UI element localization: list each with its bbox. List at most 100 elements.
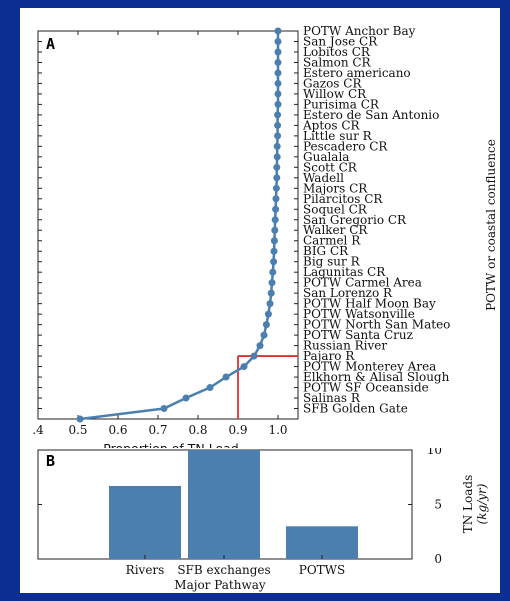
plot-frame-a: [37, 30, 299, 420]
data-point: [266, 300, 274, 308]
data-point: [160, 405, 168, 413]
category-label: POTW Watsonville: [303, 307, 415, 321]
x-axis-title-a: Proportion of TN Load: [103, 441, 238, 448]
bar: [109, 485, 181, 559]
category-label: Big sur R: [303, 255, 361, 269]
category-label: Lagunitas CR: [303, 265, 386, 279]
data-point: [274, 27, 282, 35]
data-point: [273, 174, 281, 182]
data-point: [274, 79, 282, 87]
category-label: Walker CR: [303, 223, 368, 237]
bar: [286, 526, 358, 559]
data-point: [272, 195, 280, 203]
y-axis-title-a: POTW or coastal confluence: [484, 139, 498, 311]
category-label: Purisima CR: [303, 97, 380, 111]
y-multiplier-b: ×10⁶: [422, 448, 447, 450]
x-tick-label-a: 0.5: [68, 423, 87, 437]
category-label: POTW North San Mateo: [303, 318, 450, 332]
category-label: Majors CR: [303, 181, 368, 195]
category-label: POTW Half Moon Bay: [303, 297, 436, 311]
panel-label-a: A: [46, 35, 55, 53]
data-point: [256, 342, 264, 350]
category-label: Scott CR: [303, 160, 358, 174]
category-label: Pilarcitos CR: [303, 192, 383, 206]
data-point: [274, 132, 282, 140]
category-label: Carmel R: [303, 234, 361, 248]
data-point: [274, 69, 282, 77]
data-point: [274, 48, 282, 56]
data-point: [182, 394, 190, 402]
x-tick-label-a: .4: [32, 423, 44, 437]
category-label: San Jose CR: [303, 34, 378, 48]
figure-sheet: .4 0.5 0.6 0.7 0.8 0.9 1.0 POTW Anchor Bay San J…: [20, 8, 500, 593]
data-point: [76, 415, 84, 423]
data-point: [273, 163, 281, 171]
category-label: POTW Santa Cruz: [303, 328, 413, 342]
category-label: San Lorenzo R: [303, 286, 393, 300]
x-axis-title-b: Major Pathway: [174, 578, 266, 592]
data-point: [270, 258, 278, 266]
data-point: [274, 58, 282, 66]
bar-category-label: POTWS: [299, 563, 345, 577]
data-point: [260, 331, 268, 339]
category-label: Estero de San Antonio: [303, 108, 439, 122]
data-point: [272, 184, 280, 192]
data-point: [267, 289, 275, 297]
category-label: POTW Monterey Area: [303, 360, 436, 374]
x-tick-label-a: 0.6: [108, 423, 127, 437]
data-point: [270, 247, 278, 255]
category-label: POTW Anchor Bay: [303, 24, 416, 38]
series-line: [79, 31, 280, 421]
chart-b: Rivers SFB exchanges POTWS 0 5 10 B ×10⁶ Major P…: [37, 448, 489, 592]
data-point: [270, 237, 278, 245]
bar: [188, 450, 260, 559]
x-tick-label-a: 0.9: [228, 423, 247, 437]
data-point: [274, 121, 282, 129]
x-tick-label-a: 0.7: [148, 423, 167, 437]
category-label: Gualala: [303, 150, 349, 164]
category-label: Soquel CR: [303, 202, 368, 216]
y-tick-label-b: 0: [434, 552, 442, 566]
data-point: [262, 321, 270, 329]
data-point: [271, 226, 279, 234]
data-point: [206, 384, 214, 392]
category-label: Pajaro R: [303, 349, 355, 363]
data-point: [268, 279, 276, 287]
data-point: [274, 100, 282, 108]
category-label: Pescadero CR: [303, 139, 388, 153]
category-label: Aptos CR: [302, 118, 361, 132]
category-label: Salmon CR: [303, 55, 372, 69]
data-point: [273, 153, 281, 161]
data-point: [271, 216, 279, 224]
category-label: BIG CR: [303, 244, 349, 258]
data-point: [274, 37, 282, 45]
y-tick-label-b: 10: [427, 448, 442, 457]
bar-category-label: SFB exchanges: [177, 563, 270, 577]
data-point: [222, 373, 230, 381]
data-point: [269, 268, 277, 276]
x-tick-label-a: 1.0: [268, 423, 287, 437]
data-point: [274, 90, 282, 98]
data-point: [273, 142, 281, 150]
category-label: SFB Golden Gate: [303, 402, 408, 416]
panel-label-b: B: [46, 452, 55, 470]
category-label: Elkhorn & Alisal Slough: [303, 370, 450, 384]
y-tick-label-b: 5: [434, 498, 442, 512]
category-label: San Gregorio CR: [303, 213, 407, 227]
category-label: Russian River: [303, 339, 387, 353]
bar-category-label: Rivers: [126, 563, 165, 577]
y-axis-units-b: (kg/yr): [475, 483, 489, 524]
y-axis-title-b: TN Loads: [461, 475, 475, 534]
category-label: POTW Carmel Area: [303, 276, 422, 290]
data-point: [240, 363, 248, 371]
data-point: [272, 205, 280, 213]
category-label: Little sur R: [303, 129, 373, 143]
data-point: [250, 352, 258, 360]
data-point: [274, 111, 282, 119]
category-label: Lobitos CR: [303, 45, 371, 59]
category-label: Salinas R: [303, 391, 361, 405]
data-point: [264, 310, 272, 318]
category-label: Wadell: [303, 171, 344, 185]
category-label: POTW SF Oceanside: [303, 381, 429, 395]
